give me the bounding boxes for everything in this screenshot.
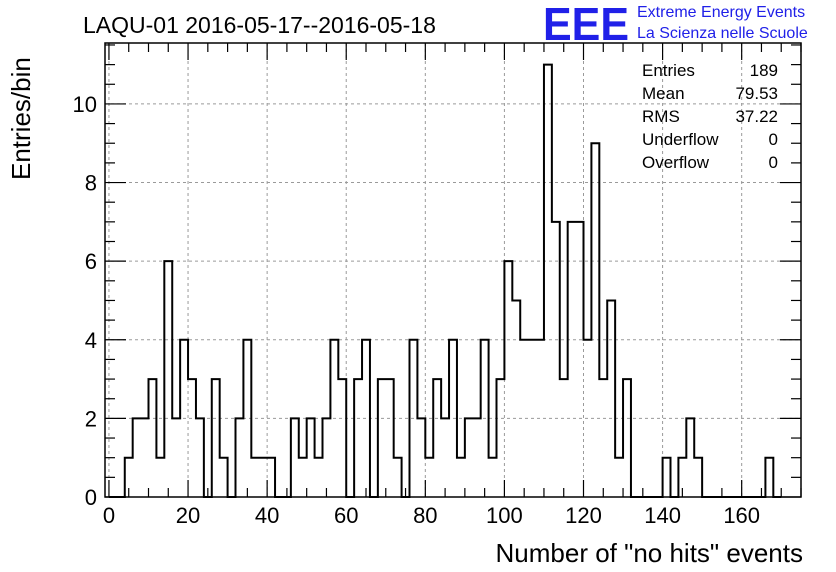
stat-label: Overflow	[642, 153, 710, 172]
grid-lines	[105, 43, 801, 498]
x-tick-labels: 0 20 40 60 80 100 120 140 160	[103, 503, 760, 528]
x-tick-label: 40	[255, 503, 279, 528]
stat-value: 0	[769, 153, 778, 172]
y-tick-label: 6	[85, 249, 97, 274]
stat-label: RMS	[642, 107, 680, 126]
x-tick-label: 160	[723, 503, 760, 528]
x-axis-title: Number of "no hits" events	[496, 538, 804, 568]
y-tick-label: 2	[85, 406, 97, 431]
y-tick-labels: 0 2 4 6 8 10	[73, 92, 97, 510]
x-tick-label: 80	[413, 503, 437, 528]
y-tick-label: 10	[73, 92, 97, 117]
x-tick-label: 0	[103, 503, 115, 528]
x-tick-label: 20	[176, 503, 200, 528]
y-axis-title: Entries/bin	[6, 57, 36, 180]
logo-text-line2: La Scienza nelle Scuole	[637, 25, 808, 42]
stat-label: Mean	[642, 84, 685, 103]
x-tick-label: 60	[334, 503, 358, 528]
stat-value: 0	[769, 130, 778, 149]
plot-frame	[104, 42, 802, 498]
eee-logo: EEE Extreme Energy Events La Scienza nel…	[543, 0, 808, 50]
stat-value: 37.22	[735, 107, 778, 126]
x-tick-label: 140	[644, 503, 681, 528]
x-tick-label: 120	[565, 503, 602, 528]
y-tick-label: 0	[85, 485, 97, 510]
statistics-box: Entries 189 Mean 79.53 RMS 37.22 Underflow 0 Ove…	[642, 61, 778, 172]
stat-value: 189	[750, 61, 778, 80]
stat-label: Underflow	[642, 130, 719, 149]
y-tick-label: 8	[85, 171, 97, 196]
chart-title: LAQU-01 2016-05-17--2016-05-18	[83, 12, 436, 38]
y-tick-label: 4	[85, 328, 97, 353]
logo-text-line1: Extreme Energy Events	[637, 4, 805, 21]
axis-ticks	[105, 43, 802, 498]
stat-value: 79.53	[735, 84, 778, 103]
x-tick-label: 100	[486, 503, 523, 528]
stat-label: Entries	[642, 61, 695, 80]
logo-mark: EEE	[543, 0, 629, 50]
